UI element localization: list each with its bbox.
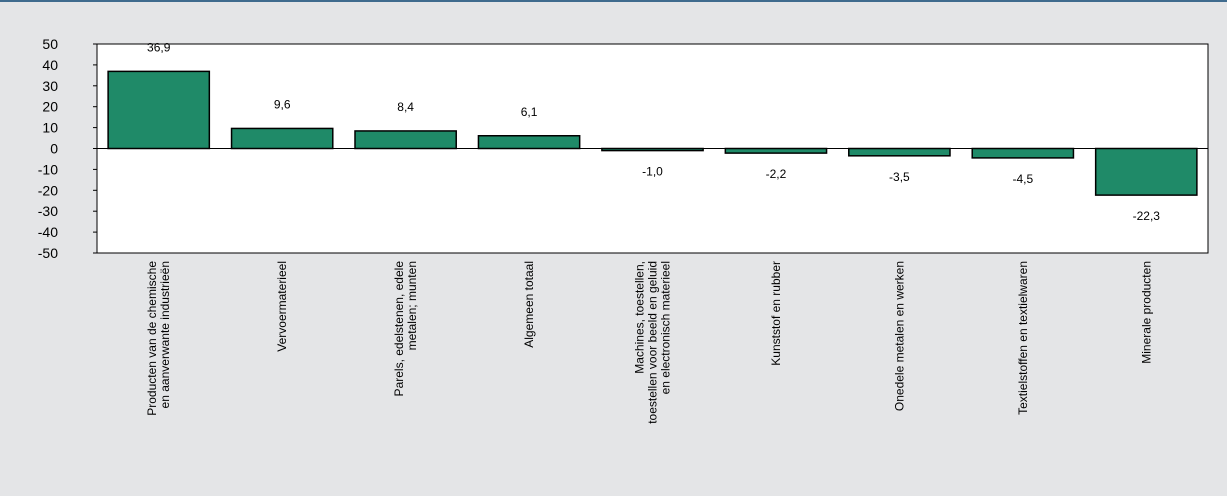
- data-label: -3,5: [889, 170, 910, 184]
- y-tick-label: 40: [42, 57, 58, 73]
- category-label: Algemeen totaal: [522, 261, 536, 348]
- y-tick-label: -10: [38, 161, 58, 177]
- category-label-line: Algemeen totaal: [522, 261, 536, 348]
- data-label: -2,2: [766, 167, 787, 181]
- category-label: Vervoermaterieel: [275, 261, 289, 352]
- data-label: -22,3: [1133, 209, 1161, 223]
- value-labels: 36,9 9,6 8,4 6,1 -1,0 -2,2 -3,5 -4,5 -22,3: [147, 40, 1160, 223]
- category-label-line: Parels, edelstenen, edele: [392, 261, 406, 397]
- category-label-line: Machines, toestellen,: [633, 261, 647, 374]
- category-label-line: Vervoermaterieel: [275, 261, 289, 352]
- category-label-line: toestellen voor beeld en geluid: [646, 261, 660, 424]
- category-label: Producten van de chemische en aanverwante…: [145, 261, 172, 416]
- category-label: Kunststof en rubber: [769, 261, 783, 366]
- category-label-line: Minerale producten: [1139, 261, 1153, 364]
- bar: [107, 70, 211, 150]
- bar: [724, 147, 828, 154]
- y-tick-label: -50: [38, 245, 58, 261]
- category-label-line: Onedele metalen en werken: [892, 261, 906, 411]
- category-label: Onedele metalen en werken: [892, 261, 906, 411]
- y-tick-label: -30: [38, 203, 58, 219]
- category-label: Textielstoffen en textielwaren: [1016, 261, 1030, 415]
- bar: [354, 130, 457, 150]
- category-label-line: Kunststof en rubber: [769, 261, 783, 366]
- bar: [230, 127, 334, 150]
- y-tick-label: 10: [42, 120, 58, 136]
- y-axis: 50 40 30 20 10 0 -10 -20 -30 -40 -50: [38, 36, 97, 261]
- data-label: -4,5: [1012, 172, 1033, 186]
- bar: [848, 147, 951, 157]
- category-label: Parels, edelstenen, edele metalen; munten: [392, 261, 419, 397]
- category-labels: Producten van de chemische en aanverwante…: [145, 261, 1153, 424]
- category-label-line: en electronisch materieel: [659, 261, 673, 394]
- category-label-line: Textielstoffen en textielwaren: [1016, 261, 1030, 415]
- category-label-line: Producten van de chemische: [145, 261, 159, 416]
- category-label-line: metalen; munten: [405, 261, 419, 350]
- data-label: 36,9: [147, 40, 171, 54]
- bars: [107, 70, 1198, 196]
- category-label: Machines, toestellen, toestellen voor bee…: [633, 261, 673, 424]
- data-label: -1,0: [642, 165, 663, 179]
- data-label: 6,1: [521, 105, 538, 119]
- y-tick-label: 0: [50, 141, 58, 157]
- y-tick-label: 30: [42, 78, 58, 94]
- data-label: 8,4: [397, 100, 414, 114]
- category-label: Minerale producten: [1139, 261, 1153, 364]
- y-tick-label: 50: [42, 36, 58, 52]
- y-tick-label: 20: [42, 99, 58, 115]
- y-tick-label: -20: [38, 182, 58, 198]
- y-tick-label: -40: [38, 224, 58, 240]
- category-label-line: en aanverwante industrieën: [158, 261, 172, 408]
- bar: [971, 147, 1075, 159]
- bar: [477, 135, 581, 150]
- bar: [1094, 147, 1198, 196]
- data-label: 9,6: [274, 97, 291, 111]
